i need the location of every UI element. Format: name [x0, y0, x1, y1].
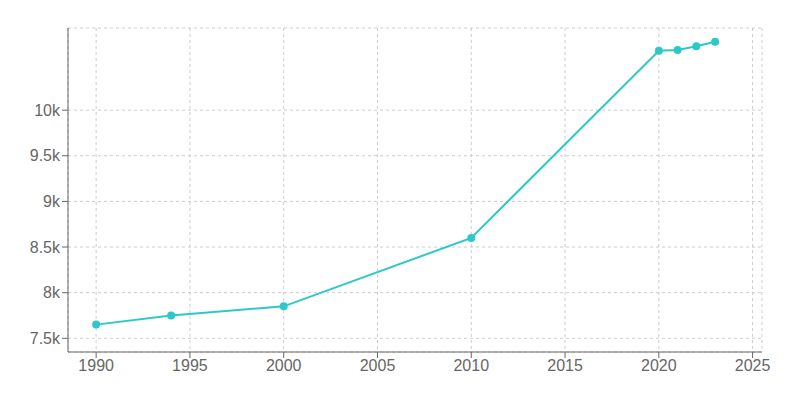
svg-text:8.5k: 8.5k: [30, 239, 61, 256]
svg-text:9.5k: 9.5k: [30, 147, 61, 164]
svg-text:10k: 10k: [34, 102, 61, 119]
svg-text:2020: 2020: [641, 357, 677, 374]
svg-text:2000: 2000: [266, 357, 302, 374]
svg-text:2005: 2005: [360, 357, 396, 374]
svg-text:2015: 2015: [547, 357, 583, 374]
svg-text:8k: 8k: [43, 284, 61, 301]
svg-text:2025: 2025: [735, 357, 771, 374]
svg-text:9k: 9k: [43, 193, 61, 210]
svg-text:2010: 2010: [453, 357, 489, 374]
svg-text:7.5k: 7.5k: [30, 330, 61, 347]
svg-text:1995: 1995: [172, 357, 208, 374]
svg-text:1990: 1990: [78, 357, 114, 374]
